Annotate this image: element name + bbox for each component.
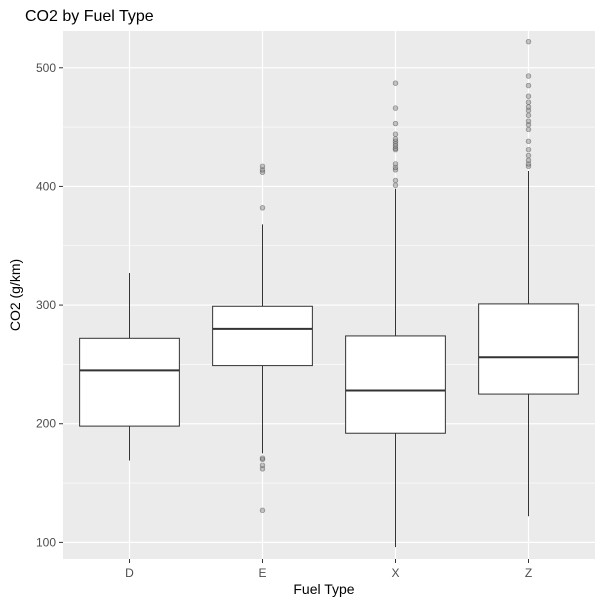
- outlier-point: [525, 38, 532, 45]
- outlier-point: [392, 136, 399, 142]
- outlier-point: [392, 177, 399, 184]
- outlier-point: [392, 80, 399, 86]
- outlier-point: [525, 118, 532, 124]
- box-X: [345, 80, 446, 548]
- chart-title: CO2 by Fuel Type: [25, 8, 154, 25]
- outlier-point: [392, 161, 399, 167]
- outlier-point: [392, 120, 399, 127]
- y-tick-label: 500: [36, 61, 56, 75]
- x-tick-label: Z: [525, 566, 532, 580]
- outlier-point: [525, 112, 532, 118]
- y-tick-label: 400: [36, 179, 56, 193]
- box-iqr: [478, 303, 579, 395]
- box-E: [212, 163, 313, 514]
- outlier-point: [525, 146, 532, 153]
- y-tick-label: 100: [36, 535, 56, 549]
- outlier-point: [259, 462, 266, 468]
- outlier-point: [259, 507, 266, 514]
- box-iqr: [212, 305, 313, 367]
- outlier-point: [392, 105, 399, 111]
- outlier-point: [525, 138, 532, 145]
- outlier-point: [259, 163, 266, 169]
- x-tick-label: D: [125, 566, 134, 580]
- box-iqr: [79, 337, 180, 427]
- x-tick-label: X: [391, 566, 399, 580]
- x-tick-label: E: [258, 566, 266, 580]
- outlier-point: [525, 73, 532, 79]
- outlier-point: [259, 455, 266, 461]
- y-axis: 100 200 300 400 500: [36, 61, 63, 549]
- box-layer: [79, 38, 579, 548]
- x-axis-title: Fuel Type: [293, 581, 354, 597]
- y-axis-title: CO2 (g/km): [7, 259, 23, 331]
- box-D: [79, 273, 180, 461]
- y-tick-label: 200: [36, 417, 56, 431]
- outlier-point: [392, 131, 399, 137]
- outlier-point: [525, 152, 532, 159]
- box-iqr: [345, 335, 446, 434]
- plot-panel: [63, 31, 595, 559]
- outlier-point: [525, 104, 532, 110]
- outlier-point: [525, 157, 532, 164]
- outlier-point: [525, 93, 532, 99]
- y-tick-label: 300: [36, 298, 56, 312]
- outlier-point: [259, 205, 266, 211]
- outlier-point: [525, 126, 532, 133]
- outlier-point: [525, 82, 532, 89]
- outlier-point: [525, 99, 532, 105]
- box-Z: [478, 38, 579, 517]
- outlier-point: [392, 182, 399, 188]
